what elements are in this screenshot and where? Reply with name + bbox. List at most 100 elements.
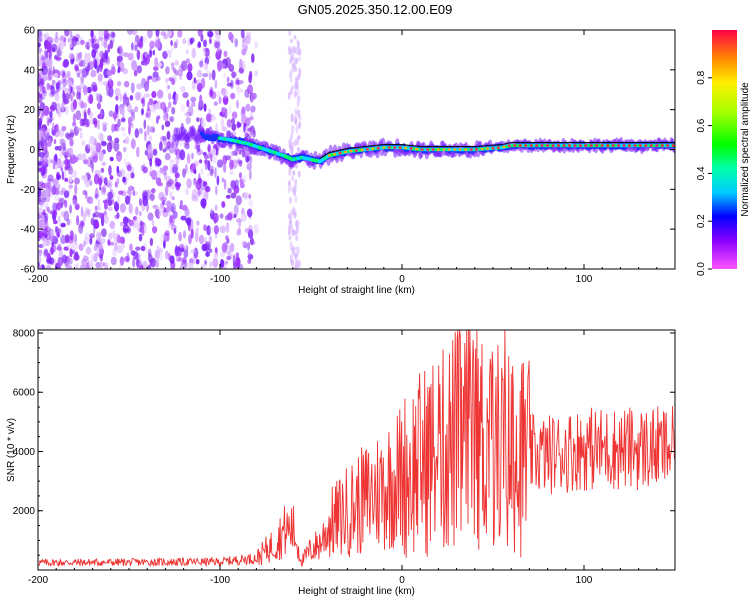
noise-mark xyxy=(139,210,142,217)
noise-mark xyxy=(38,36,43,43)
noise-mark xyxy=(71,151,74,158)
noise-mark xyxy=(227,250,232,260)
noise-mark xyxy=(135,34,140,43)
ridge-mark xyxy=(415,147,419,151)
noise-mark xyxy=(211,148,217,156)
noise-mark xyxy=(44,52,49,59)
noise-mark xyxy=(226,119,232,128)
noise-mark xyxy=(64,132,70,139)
noise-mark xyxy=(136,222,140,232)
y-tick-label: 6000 xyxy=(13,388,36,399)
noise-mark xyxy=(70,92,74,103)
noise-mark xyxy=(179,72,183,81)
noise-mark xyxy=(50,246,54,255)
noise-mark xyxy=(38,207,42,212)
ridge-mark xyxy=(507,144,511,148)
noise-mark xyxy=(249,116,254,121)
noise-mark xyxy=(163,238,166,249)
noise-mark xyxy=(101,140,107,147)
noise-mark xyxy=(89,180,93,186)
noise-mark xyxy=(89,233,95,239)
noise-mark xyxy=(109,40,114,49)
noise-mark xyxy=(141,227,145,236)
ridge-mark xyxy=(431,148,435,151)
noise-mark xyxy=(227,187,232,194)
noise-mark xyxy=(185,116,191,125)
noise-mark xyxy=(79,81,86,90)
noise-mark xyxy=(136,260,143,269)
noise-mark xyxy=(193,178,197,186)
noise-mark xyxy=(102,262,106,267)
noise-mark xyxy=(116,81,122,87)
noise-mark xyxy=(130,82,135,94)
noise-mark xyxy=(291,259,295,267)
noise-mark xyxy=(45,264,52,269)
noise-mark xyxy=(108,232,113,240)
noise-mark xyxy=(46,42,52,53)
noise-mark xyxy=(98,132,104,141)
noise-mark xyxy=(38,121,42,131)
noise-mark xyxy=(103,214,109,224)
noise-mark xyxy=(72,99,78,110)
noise-mark xyxy=(225,194,231,199)
ridge-mark xyxy=(491,146,495,150)
noise-mark xyxy=(164,185,169,197)
bottom-y-axis-label: SNR (10 * v/v) xyxy=(6,418,17,482)
noise-mark xyxy=(38,30,43,38)
ridge-mark xyxy=(338,151,342,155)
noise-mark xyxy=(202,181,208,187)
noise-mark xyxy=(206,225,211,236)
ridge-mark xyxy=(556,144,561,147)
noise-mark xyxy=(48,118,53,124)
noise-mark xyxy=(196,117,200,122)
noise-mark xyxy=(123,158,127,165)
colorbar-label: Normalized spectral amplitude xyxy=(740,82,750,217)
noise-mark xyxy=(230,180,237,190)
noise-mark xyxy=(116,125,121,132)
y-tick-label: -40 xyxy=(21,225,36,236)
colorbar-tick-label: 0.8 xyxy=(696,70,707,84)
noise-mark xyxy=(83,240,86,247)
noise-mark xyxy=(61,125,67,132)
noise-mark xyxy=(62,60,69,68)
noise-mark xyxy=(177,69,184,77)
noise-mark xyxy=(185,58,191,64)
noise-mark xyxy=(248,199,254,208)
noise-mark xyxy=(222,95,229,106)
noise-mark xyxy=(69,248,73,258)
noise-mark xyxy=(294,108,298,116)
noise-mark xyxy=(63,190,70,199)
noise-mark xyxy=(132,30,138,36)
noise-mark xyxy=(145,55,150,63)
noise-mark xyxy=(143,34,148,44)
noise-mark xyxy=(240,88,244,93)
noise-mark xyxy=(94,205,98,211)
noise-mark xyxy=(133,70,138,77)
noise-mark xyxy=(179,247,185,253)
noise-mark xyxy=(60,222,66,228)
noise-mark xyxy=(101,161,107,166)
noise-mark xyxy=(123,94,127,100)
ridge-mark xyxy=(655,144,659,147)
noise-mark xyxy=(54,164,59,170)
noise-mark xyxy=(149,171,153,177)
noise-mark xyxy=(116,177,120,185)
noise-mark xyxy=(246,31,252,38)
noise-mark xyxy=(91,38,94,49)
noise-mark xyxy=(296,89,300,99)
noise-mark xyxy=(251,92,257,100)
noise-mark xyxy=(38,265,43,269)
noise-mark xyxy=(112,248,118,257)
noise-mark xyxy=(58,129,65,137)
noise-mark xyxy=(243,193,249,200)
noise-mark xyxy=(289,72,293,80)
noise-mark xyxy=(205,251,210,257)
noise-mark xyxy=(149,40,156,49)
noise-mark xyxy=(76,72,81,78)
noise-mark xyxy=(80,206,84,218)
noise-mark xyxy=(241,39,246,50)
noise-mark xyxy=(107,199,113,207)
noise-mark xyxy=(208,248,213,253)
noise-mark xyxy=(47,209,53,214)
